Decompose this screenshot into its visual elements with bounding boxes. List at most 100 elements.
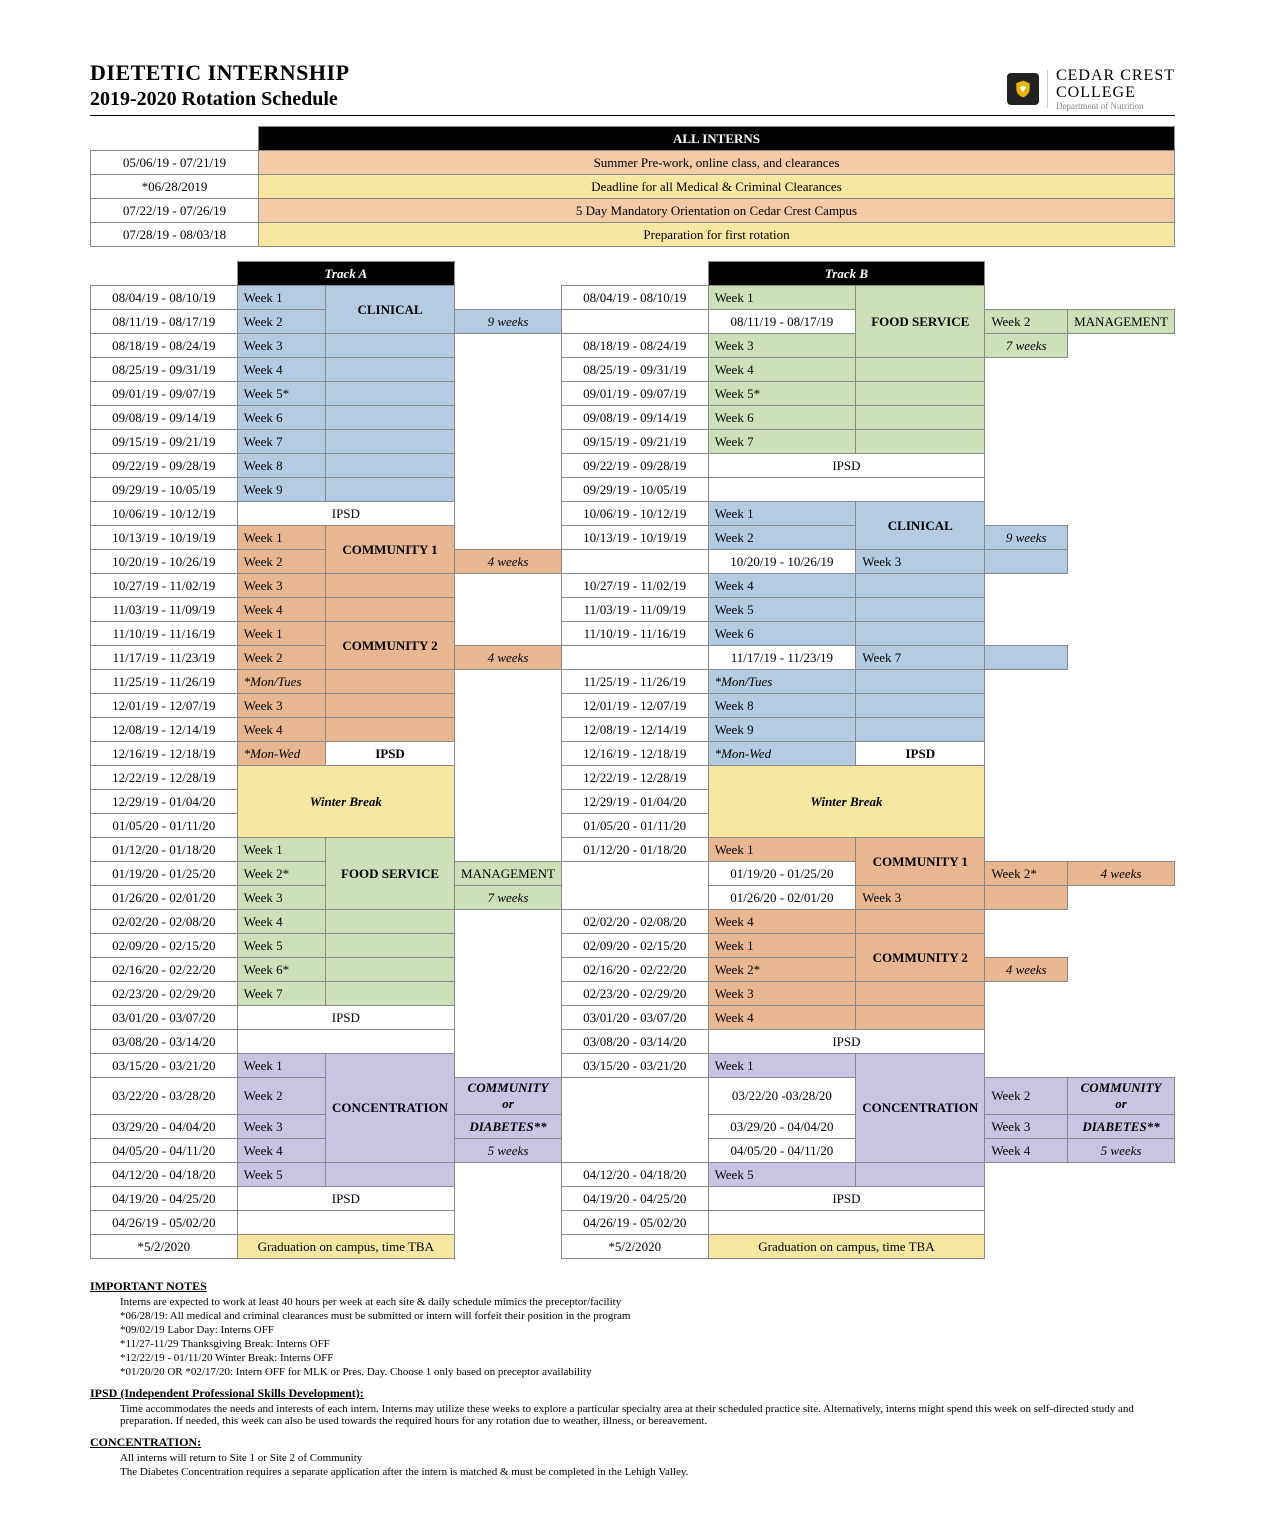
week-cell: Week 1	[237, 838, 325, 862]
week-cell: Week 1	[708, 1054, 856, 1078]
note-line: *01/20/20 OR *02/17/20: Intern OFF for M…	[120, 1366, 1175, 1378]
week-cell: Week 5	[237, 934, 325, 958]
date-cell: 04/19/20 - 04/25/20	[91, 1187, 238, 1211]
week-cell: Week 4	[708, 358, 856, 382]
rotation-label: MANAGEMENT	[455, 862, 562, 886]
date-cell: 09/08/19 - 09/14/19	[561, 406, 708, 430]
rotation-label	[325, 934, 454, 958]
date-cell: 12/08/19 - 12/14/19	[91, 718, 238, 742]
week-cell: Week 3	[237, 1115, 325, 1139]
intro-table: ALL INTERNS 05/06/19 - 07/21/19Summer Pr…	[90, 126, 1175, 247]
rotation-label	[856, 598, 985, 622]
rotation-label	[856, 622, 985, 646]
rotation-label	[325, 598, 454, 622]
rotation-label	[856, 1006, 985, 1030]
rotation-label: IPSD	[237, 502, 454, 526]
date-cell: 11/25/19 - 11/26/19	[91, 670, 238, 694]
rotation-label: 4 weeks	[455, 550, 562, 574]
rotation-label	[985, 550, 1068, 574]
rotation-label: Graduation on campus, time TBA	[237, 1235, 454, 1259]
date-cell: 09/01/19 - 09/07/19	[561, 382, 708, 406]
date-cell: 10/13/19 - 10/19/19	[561, 526, 708, 550]
week-cell: *Mon/Tues	[237, 670, 325, 694]
date-cell: 02/23/20 - 02/29/20	[561, 982, 708, 1006]
week-cell: Week 3	[237, 334, 325, 358]
date-cell: 01/19/20 - 01/25/20	[708, 862, 856, 886]
week-cell: Week 4	[985, 1139, 1068, 1163]
rotation-label: COMMUNITY or	[1068, 1078, 1175, 1115]
date-cell: *5/2/2020	[91, 1235, 238, 1259]
rotation-label: IPSD	[708, 1030, 985, 1054]
rotation-label	[856, 670, 985, 694]
rotation-label	[237, 1211, 454, 1235]
date-cell: 09/29/19 - 10/05/19	[91, 478, 238, 502]
date-cell: 03/29/20 - 04/04/20	[708, 1115, 856, 1139]
week-cell: *Mon-Wed	[237, 742, 325, 766]
rotation-label: 5 weeks	[1068, 1139, 1175, 1163]
rotation-label: 5 weeks	[455, 1139, 562, 1163]
rotation-label: 4 weeks	[455, 646, 562, 670]
date-cell: 10/06/19 - 10/12/19	[91, 502, 238, 526]
date-cell: 03/15/20 - 03/21/20	[91, 1054, 238, 1078]
rotation-label	[856, 982, 985, 1006]
date-cell: 02/23/20 - 02/29/20	[91, 982, 238, 1006]
week-cell: Week 1	[237, 526, 325, 550]
intro-date: *06/28/2019	[91, 175, 259, 199]
week-cell: Week 3	[856, 550, 985, 574]
rotation-label	[325, 694, 454, 718]
title-main: DIETETIC INTERNSHIP	[90, 60, 350, 86]
date-cell: 08/04/19 - 08/10/19	[561, 286, 708, 310]
rotation-label	[325, 406, 454, 430]
rotation-label	[856, 430, 985, 454]
rotation-label	[856, 694, 985, 718]
shield-icon	[1007, 73, 1039, 105]
rotation-label: CLINICAL	[325, 286, 454, 334]
rotation-label: COMMUNITY 1	[325, 526, 454, 574]
rotation-label: DIABETES**	[1068, 1115, 1175, 1139]
date-cell: 08/11/19 - 08/17/19	[91, 310, 238, 334]
date-cell: 12/01/19 - 12/07/19	[91, 694, 238, 718]
date-cell: 02/09/20 - 02/15/20	[91, 934, 238, 958]
date-cell: 11/17/19 - 11/23/19	[708, 646, 856, 670]
week-cell: Week 6	[237, 406, 325, 430]
week-cell: Week 1	[708, 934, 856, 958]
date-cell: 02/02/20 - 02/08/20	[91, 910, 238, 934]
date-cell: 11/10/19 - 11/16/19	[561, 622, 708, 646]
rotation-label	[325, 358, 454, 382]
rotation-label	[856, 574, 985, 598]
track-b-header: Track B	[708, 262, 985, 286]
date-cell: 10/13/19 - 10/19/19	[91, 526, 238, 550]
rotation-label	[237, 1030, 454, 1054]
date-cell: 09/01/19 - 09/07/19	[91, 382, 238, 406]
week-cell: Week 2	[237, 310, 325, 334]
week-cell: Week 1	[708, 286, 856, 310]
all-interns-header: ALL INTERNS	[259, 127, 1175, 151]
date-cell: 03/01/20 - 03/07/20	[561, 1006, 708, 1030]
rotation-label	[708, 1211, 985, 1235]
notes-h3: CONCENTRATION:	[90, 1435, 1175, 1450]
note-line: All interns will return to Site 1 or Sit…	[120, 1452, 1175, 1464]
week-cell: Week 2*	[708, 958, 856, 982]
intro-text: 5 Day Mandatory Orientation on Cedar Cre…	[259, 199, 1175, 223]
date-cell: 11/25/19 - 11/26/19	[561, 670, 708, 694]
date-cell: 02/16/20 - 02/22/20	[561, 958, 708, 982]
date-cell: 08/18/19 - 08/24/19	[91, 334, 238, 358]
date-cell: 03/22/20 -03/28/20	[708, 1078, 856, 1115]
rotation-label	[325, 718, 454, 742]
date-cell: 08/11/19 - 08/17/19	[708, 310, 856, 334]
week-cell: Week 2	[237, 646, 325, 670]
week-cell: Week 5*	[237, 382, 325, 406]
note-line: *12/22/19 - 01/11/20 Winter Break: Inter…	[120, 1352, 1175, 1364]
week-cell: Week 3	[708, 334, 856, 358]
week-cell: Week 4	[237, 910, 325, 934]
rotation-label: IPSD	[708, 1187, 985, 1211]
date-cell: *5/2/2020	[561, 1235, 708, 1259]
week-cell: Week 1	[237, 622, 325, 646]
intro-date: 07/28/19 - 08/03/18	[91, 223, 259, 247]
notes-h1: IMPORTANT NOTES	[90, 1279, 1175, 1294]
week-cell: Week 2	[237, 1078, 325, 1115]
rotation-label	[985, 646, 1068, 670]
week-cell: Week 7	[708, 430, 856, 454]
date-cell: 01/12/20 - 01/18/20	[561, 838, 708, 862]
college-name-1: CEDAR CREST	[1056, 68, 1175, 85]
